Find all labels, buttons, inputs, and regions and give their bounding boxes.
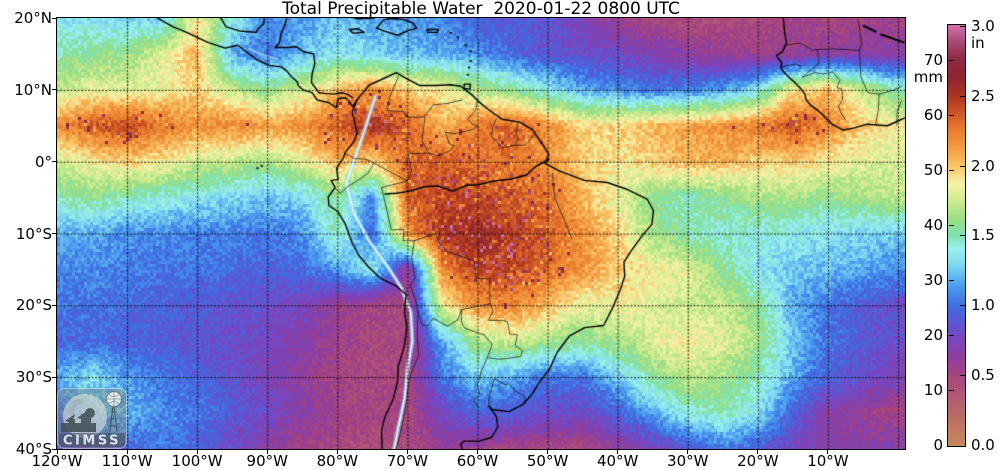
colorbar-mm-label: 70	[923, 51, 943, 69]
colorbar	[947, 24, 966, 447]
colorbar-mm-label: 50	[923, 161, 943, 179]
colorbar-mm-label: 60	[923, 106, 943, 124]
x-tick-label: 80°W	[316, 452, 359, 470]
y-axis-tick	[52, 376, 56, 378]
y-tick-label: 40°S	[15, 440, 52, 458]
x-axis-tick	[336, 450, 338, 454]
y-tick-label: 0°	[34, 152, 52, 171]
y-tick-label: 20°N	[14, 9, 52, 27]
colorbar-in-tick	[960, 95, 965, 97]
colorbar-mm-tick	[949, 115, 954, 116]
x-axis-tick	[757, 450, 759, 454]
colorbar-in-tick	[960, 165, 965, 167]
y-tick-label: 10°S	[15, 224, 52, 243]
y-tick-label: 10°N	[14, 80, 52, 99]
colorbar-mm-tick	[949, 390, 954, 391]
x-tick-label: 100°W	[171, 452, 223, 470]
x-axis-tick	[406, 450, 408, 454]
x-axis-tick	[547, 450, 549, 454]
y-axis-tick	[52, 448, 56, 450]
colorbar-in-label: 2.5	[971, 86, 995, 105]
colorbar-mm-tick	[949, 280, 954, 281]
colorbar-in-tick	[960, 375, 965, 377]
x-axis-tick	[126, 450, 128, 454]
colorbar-in-label: 2.0	[971, 156, 995, 175]
x-axis-tick	[617, 450, 619, 454]
colorbar-in-tick	[960, 235, 965, 237]
logo-text: CIMSS	[63, 434, 121, 449]
colorbar-in-tick	[960, 305, 965, 307]
colorbar-mm-tick	[949, 170, 954, 171]
building-silhouette	[61, 414, 96, 432]
tpw-heatmap-canvas	[57, 18, 905, 449]
y-tick-label: 30°S	[15, 368, 52, 387]
x-tick-label: 70°W	[386, 452, 429, 470]
x-axis-tick	[266, 450, 268, 454]
x-axis-tick	[56, 450, 58, 454]
x-axis-tick	[476, 450, 478, 454]
colorbar-in-tick	[960, 25, 965, 27]
colorbar-in-label: 3.0	[971, 16, 995, 35]
figure-title: Total Precipitable Water 2020-01-22 0800…	[282, 0, 680, 19]
colorbar-in-label: 0.0	[971, 436, 995, 454]
y-axis-tick	[52, 304, 56, 306]
x-tick-label: 10°W	[807, 452, 849, 470]
dome-icon	[85, 408, 95, 418]
cimss-logo: CIMSS	[57, 388, 127, 449]
map-plot-frame	[56, 17, 906, 450]
colorbar-mm-tick	[949, 60, 954, 61]
logo-continent-shape	[69, 398, 85, 416]
colorbar-mm-label: 10	[923, 381, 943, 399]
y-axis-tick	[52, 17, 56, 19]
x-axis-tick	[687, 450, 689, 454]
colorbar-unit-mm: mm	[913, 68, 943, 86]
y-tick-label: 20°S	[15, 296, 52, 315]
x-tick-label: 90°W	[246, 452, 288, 470]
x-tick-label: 120°W	[31, 452, 83, 470]
colorbar-mm-label: 20	[923, 326, 943, 344]
tower-icon	[109, 405, 118, 433]
colorbar-mm-label: 40	[923, 216, 943, 234]
x-axis-tick	[196, 450, 198, 454]
colorbar-mm-label: 30	[923, 271, 943, 289]
y-axis-tick	[52, 161, 56, 163]
logo-text-band	[59, 433, 125, 447]
x-tick-label: 60°W	[456, 452, 499, 470]
colorbar-mm-tick	[949, 335, 954, 336]
y-axis-tick	[52, 89, 56, 91]
x-axis-tick	[827, 450, 829, 454]
colorbar-in-label: 1.0	[971, 296, 995, 315]
logo-observatory-silhouette	[61, 408, 96, 432]
y-axis-tick	[52, 233, 56, 234]
colorbar-in-label: 1.5	[971, 226, 995, 245]
x-tick-label: 40°W	[596, 452, 639, 470]
x-tick-label: 110°W	[101, 452, 153, 470]
x-tick-label: 30°W	[667, 452, 709, 470]
balloon-globe-lines	[107, 391, 121, 407]
colorbar-mm-tick	[949, 225, 954, 226]
colorbar-in-label: 0.5	[971, 366, 995, 385]
x-tick-label: 20°W	[737, 452, 779, 470]
colorbar-unit-in: in	[971, 33, 985, 52]
x-tick-label: 50°W	[526, 452, 569, 470]
colorbar-mm-label: 0	[933, 436, 943, 454]
